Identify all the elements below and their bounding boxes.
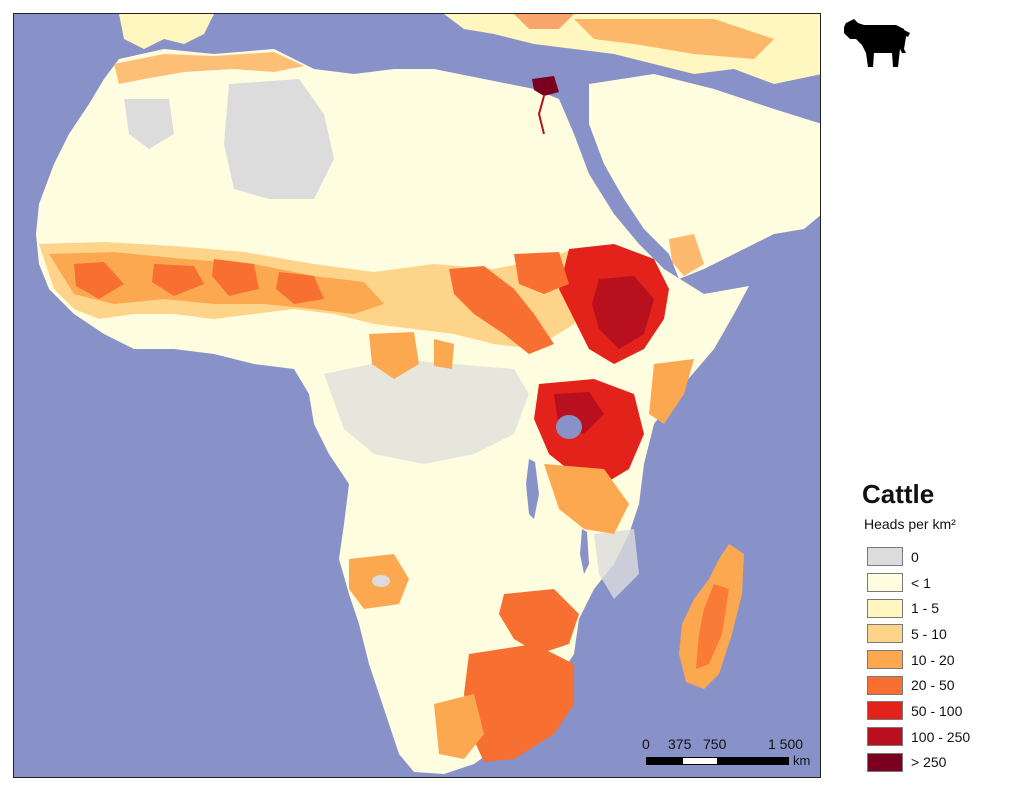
scale-unit: km: [793, 753, 811, 768]
zimbabwe-density: [499, 589, 579, 654]
cattle-silhouette-icon: [844, 19, 910, 67]
central-west-density: [369, 332, 454, 379]
congo-no-data: [324, 359, 529, 464]
legend-item: 0: [862, 544, 1022, 570]
sahara-no-data: [224, 79, 334, 199]
nile-delta: [532, 76, 559, 96]
nile-river: [537, 95, 545, 135]
scale-label-1500: 1 500: [768, 736, 804, 752]
cattle-density-map: [13, 13, 821, 778]
scale-segment-2: [682, 757, 718, 765]
chad-nigeria-density: [449, 266, 554, 354]
legend: Cattle Heads per km² 0 < 1 1 - 5 5 - 10 10 -…: [862, 478, 1022, 775]
sudan-density: [514, 252, 569, 294]
maghreb-coast: [114, 52, 304, 84]
legend-swatch: [867, 598, 903, 618]
tanzania-density: [544, 464, 629, 534]
scale-segment-1: [646, 757, 683, 765]
sahel-hotspots: [74, 259, 324, 304]
legend-item: 50 - 100: [862, 698, 1022, 724]
east-no-data: [594, 529, 639, 599]
yemen-density: [669, 234, 704, 276]
legend-swatch: [867, 675, 903, 695]
legend-swatch: [867, 547, 903, 567]
south-africa-density: [464, 644, 574, 762]
legend-swatch: [867, 573, 903, 593]
legend-label: 0: [911, 548, 919, 565]
legend-label: 100 - 250: [911, 728, 971, 745]
south-africa-east: [434, 694, 484, 759]
legend-label: 20 - 50: [911, 677, 955, 694]
legend-item: < 1: [862, 570, 1022, 596]
scale-bar: 0 375 750 1 500 km: [641, 736, 817, 772]
legend-item: 10 - 20: [862, 647, 1022, 673]
legend-swatch: [867, 727, 903, 747]
lake-victoria: [556, 415, 582, 439]
somalia-density: [649, 359, 694, 424]
etosha-pan: [372, 575, 390, 587]
legend-title: Cattle: [862, 479, 935, 509]
lake-malawi: [580, 529, 589, 574]
legend-label: 5 - 10: [911, 625, 947, 642]
legend-label: 10 - 20: [911, 651, 955, 668]
southern-europe-land: [119, 14, 214, 49]
arabian-peninsula: [589, 74, 820, 279]
legend-item: 5 - 10: [862, 621, 1022, 647]
scale-label-0: 0: [642, 736, 650, 752]
scale-label-375: 375: [668, 736, 692, 752]
west-sahara-no-data: [124, 99, 174, 149]
ethiopia-high: [592, 276, 654, 349]
anatolia-density: [574, 19, 774, 59]
legend-item: > 250: [862, 750, 1022, 776]
legend-label: 1 - 5: [911, 600, 940, 617]
legend-label: 50 - 100: [911, 702, 963, 719]
legend-item: 1 - 5: [862, 595, 1022, 621]
scale-label-750: 750: [703, 736, 727, 752]
legend-label: < 1: [911, 574, 931, 591]
legend-swatch: [867, 752, 903, 772]
legend-subtitle: Heads per km²: [864, 516, 956, 532]
scale-segment-3: [717, 757, 789, 765]
legend-label: > 250: [911, 754, 947, 771]
map-canvas: [14, 14, 820, 777]
legend-item: 100 - 250: [862, 724, 1022, 750]
madagascar-high: [696, 584, 729, 669]
legend-swatch: [867, 624, 903, 644]
legend-item: 20 - 50: [862, 672, 1022, 698]
lake-tanganyika: [526, 459, 539, 519]
legend-swatch: [867, 701, 903, 721]
legend-swatch: [867, 650, 903, 670]
europe-density: [514, 14, 574, 29]
legend-classes: 0 < 1 1 - 5 5 - 10 10 - 20 20 - 50 50 - 100 100…: [862, 544, 1022, 775]
